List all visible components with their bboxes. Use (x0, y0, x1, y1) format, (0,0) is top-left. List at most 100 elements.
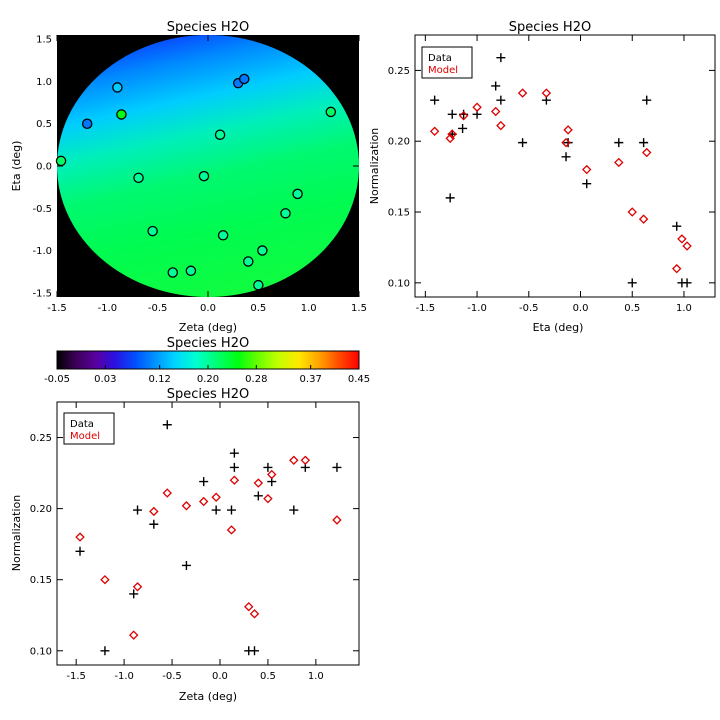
map-ytick-label: -0.5 (32, 204, 52, 215)
eta-data-point (639, 138, 649, 148)
eta-model-point (614, 157, 624, 168)
zeta-data-point (226, 505, 236, 515)
zeta-model-point (253, 478, 264, 488)
eta-xtick-label: -1.5 (416, 303, 436, 314)
colorbar-panel: Species H2O -0.05 0.03 0.12 0.20 0.28 0.37 0.4… (44, 336, 370, 385)
eta-model-point (472, 102, 482, 112)
colorbar-tick-label: 0.45 (348, 374, 370, 385)
zeta-model-point (249, 609, 260, 619)
zeta-model-point (149, 506, 159, 517)
eta-model-point (582, 164, 592, 175)
eta-ylabel: Normalization (368, 128, 381, 204)
map-source-marker (214, 129, 226, 140)
map-source-marker (292, 188, 303, 200)
map-source-marker (253, 279, 264, 291)
eta-model-point (682, 241, 692, 251)
zeta-model-point (75, 532, 85, 542)
zeta-title: Species H2O (167, 387, 249, 402)
zeta-data-point (100, 646, 110, 656)
map-source-marker (147, 225, 158, 237)
eta-data-point (672, 221, 682, 231)
zeta-data-point (263, 462, 273, 472)
eta-data-point (518, 138, 528, 148)
map-disk (57, 35, 359, 297)
eta-data-point (447, 109, 457, 119)
eta-data-point (563, 138, 573, 148)
eta-legend-box (421, 46, 473, 79)
eta-model-point (429, 126, 440, 137)
colorbar-tick-label: 0.37 (300, 374, 322, 385)
zeta-data-point (199, 477, 209, 487)
zeta-data-point (229, 448, 239, 458)
zeta-model-point (128, 630, 139, 640)
map-source-marker (257, 245, 268, 256)
eta-ytick-label: 0.20 (388, 137, 410, 148)
map-source-marker (81, 118, 93, 129)
eta-data-point (430, 95, 440, 105)
zeta-xtick-label: -1.0 (114, 671, 134, 682)
zeta-ytick-label: 0.10 (30, 646, 52, 657)
eta-model-point (672, 263, 682, 274)
map-panel: Species H2O -1.5 -1.0 -0.5 0.0 0.5 1.0 1.5-1.5… (10, 20, 367, 334)
zeta-model-point (244, 601, 254, 612)
map-xtick-label: 0.0 (200, 303, 216, 314)
zeta-data-point (162, 420, 172, 430)
colorbar-tick-label: 0.28 (245, 374, 267, 385)
eta-model-point (561, 137, 571, 148)
eta-ytick-label: 0.10 (388, 278, 410, 289)
map-ytick-label: 1.5 (36, 35, 52, 46)
eta-xtick-label: 0.5 (624, 303, 640, 314)
zeta-frame (56, 401, 360, 666)
zeta-xtick-label: -1.5 (66, 671, 86, 682)
map-source-marker (167, 267, 179, 278)
map-xtick-label: -0.5 (148, 303, 168, 314)
map-xtick-label: -1.5 (47, 303, 67, 314)
eta-data-point (642, 95, 652, 105)
zeta-xlabel: Zeta (deg) (179, 690, 237, 703)
zeta-points (75, 420, 342, 656)
colorbar-tick-label: 0.12 (149, 374, 171, 385)
eta-model-point (642, 147, 652, 158)
map-source-marker (185, 265, 197, 277)
map-source-marker (133, 172, 144, 184)
zeta-model-point (162, 488, 172, 498)
eta-model-point (458, 111, 469, 121)
zeta-model-point (263, 493, 273, 504)
colorbar-title: Species H2O (167, 336, 249, 351)
zeta-ytick-label: 0.15 (30, 575, 52, 586)
zeta-data-point (289, 505, 299, 515)
colorbar-tick-label: 0.03 (94, 374, 116, 385)
map-source-marker (217, 230, 229, 241)
eta-model-point (517, 88, 528, 98)
zeta-model-point (211, 492, 221, 502)
zeta-model-point (229, 475, 240, 485)
map-xlabel: Zeta (deg) (179, 321, 237, 334)
zeta-model-point (289, 455, 299, 466)
map-source-marker (55, 155, 67, 167)
eta-model-point (677, 234, 687, 244)
eta-title: Species H2O (509, 20, 591, 35)
zeta-data-point (129, 589, 139, 599)
eta-model-point (627, 207, 637, 217)
eta-model-point (638, 214, 649, 224)
map-source-marker (280, 208, 291, 219)
zeta-xtick-label: -0.5 (162, 671, 182, 682)
map-source-marker (238, 73, 250, 85)
map-source-marker (325, 106, 337, 118)
map-xtick-label: 1.0 (301, 303, 317, 314)
eta-legend-data: Data (428, 53, 452, 64)
map-ytick-label: -1.5 (32, 288, 52, 299)
zeta-data-point (133, 505, 143, 515)
map-title: Species H2O (167, 20, 249, 35)
zeta-data-point (332, 462, 342, 472)
zeta-data-point (75, 546, 85, 556)
map-source-marker (243, 256, 254, 267)
zeta-data-point (253, 491, 263, 501)
colorbar-tick-label: 0.20 (197, 374, 219, 385)
eta-data-point (458, 123, 468, 133)
eta-xtick-label: 0.0 (573, 303, 589, 314)
zeta-model-point (226, 525, 237, 535)
eta-panel: Species H2O -1.5 -1.0 -0.5 0.0 0.5 1.0 0.10 0.1… (368, 20, 716, 334)
zeta-model-point (300, 455, 311, 466)
zeta-model-point (267, 469, 277, 480)
